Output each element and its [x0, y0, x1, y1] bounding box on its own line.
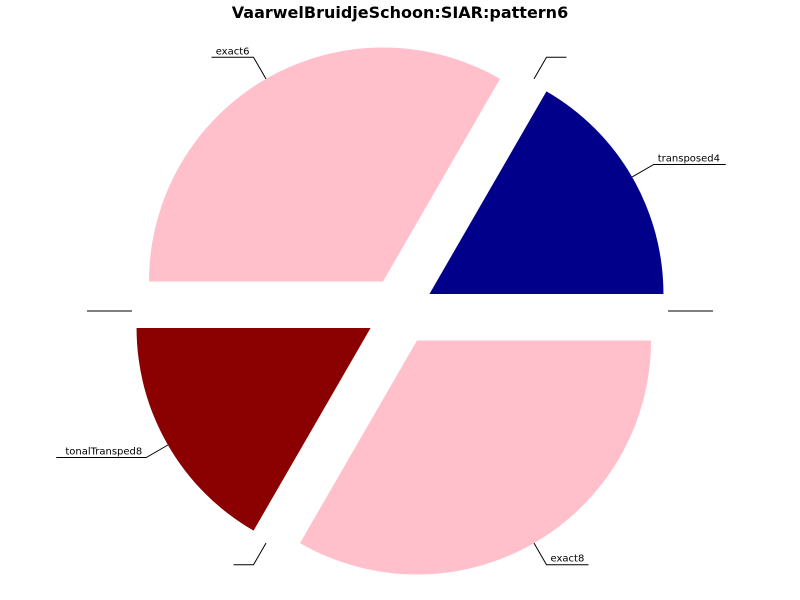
pie-slice-exact6	[149, 47, 500, 282]
pie-slice-tonaltransped8	[136, 328, 371, 531]
slice-label-exact8: exact8	[551, 554, 585, 565]
pie-slice-exact8	[300, 340, 651, 575]
leader-line-empty-1	[533, 56, 567, 80]
chart-title: VaarwelBruidjeSchoon:SIAR:pattern6	[231, 3, 569, 22]
pie-slice-transposed4	[429, 91, 664, 294]
leader-line-exact6	[211, 56, 267, 80]
leader-line-tonaltransped8	[56, 444, 169, 458]
slice-label-tonaltransped8: tonalTransped8	[65, 447, 142, 458]
slice-label-exact6: exact6	[216, 46, 250, 57]
slice-label-transposed4: transposed4	[658, 154, 720, 165]
leader-line-exact8	[533, 542, 589, 566]
leader-line-empty-5	[233, 542, 267, 566]
leader-line-transposed4	[631, 164, 726, 178]
